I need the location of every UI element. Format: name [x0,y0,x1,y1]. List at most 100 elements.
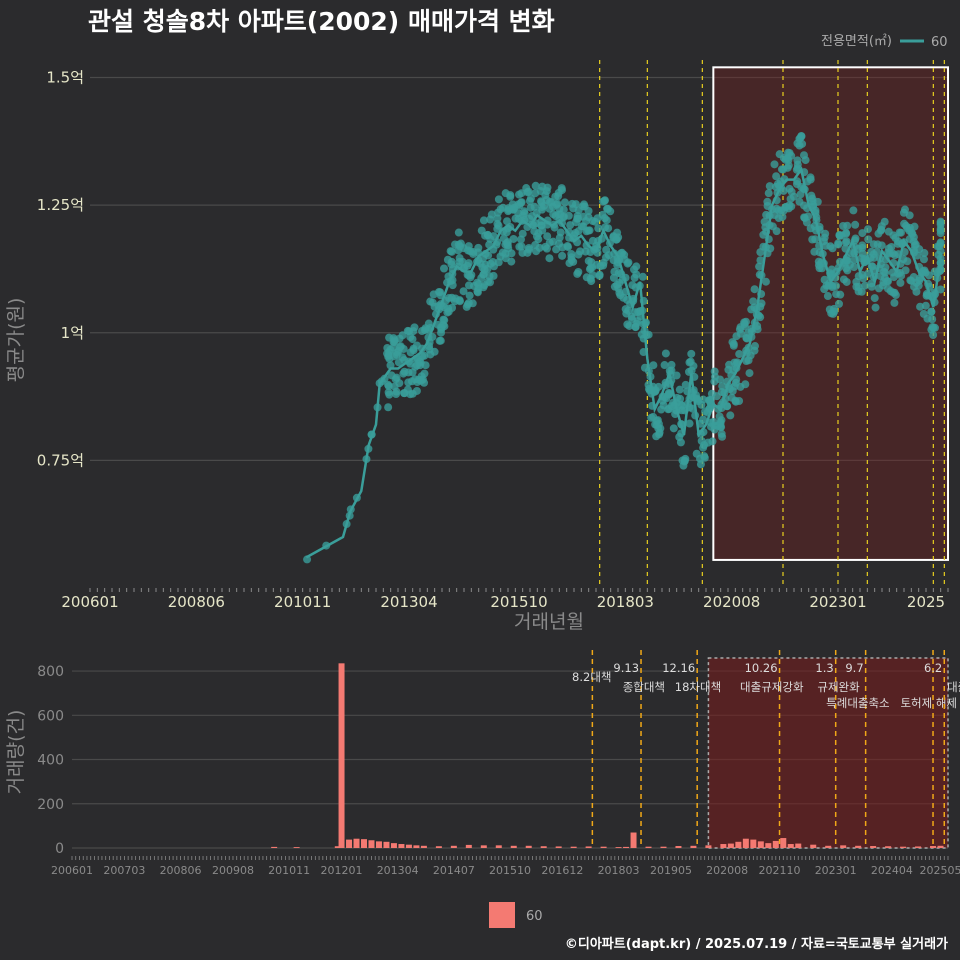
price-data-point [585,265,594,274]
volume-bar [690,845,697,848]
price-data-point [766,244,775,253]
price-data-point [813,197,822,206]
price-data-point [936,285,945,294]
volume-bar [742,838,749,848]
price-data-point [537,221,546,230]
price-data-point [484,251,493,260]
volume-bar [675,846,682,848]
volume-legend-key [489,902,515,928]
volume-bar [720,844,727,848]
price-y-axis-title: 평균가(원) [5,298,27,383]
volume-bar [271,846,278,848]
price-data-point [869,253,878,262]
price-data-point [910,222,919,231]
volume-bar [368,840,375,848]
price-data-point [785,184,794,193]
volume-bar [900,846,907,848]
price-data-point [623,259,632,268]
price-data-point [504,207,513,216]
price-data-point [787,202,796,211]
price-data-point [408,335,417,344]
price-data-point [602,216,611,225]
price-data-point [498,248,507,257]
price-data-point [614,233,623,242]
price-data-point [542,244,551,253]
price-data-point [834,240,843,249]
price-data-point [783,148,792,157]
price-data-point [821,229,830,238]
volume-bar [338,663,345,848]
volume-bar [855,845,862,848]
price-data-point [494,195,503,204]
price-data-point [672,371,681,380]
volume-bar [772,840,779,848]
price-data-point [842,277,851,286]
volume-bar [361,839,367,848]
volume-bar [540,846,547,848]
price-data-point [395,379,404,388]
volume-bar [390,843,397,848]
volume-bar [727,843,734,848]
price-data-point [718,382,727,391]
price-data-point [735,350,744,359]
volume-x-tick-label: 201905 [650,864,692,877]
price-data-point [800,214,809,223]
price-data-point [768,222,777,231]
price-data-point [783,163,792,172]
price-data-point [600,196,609,205]
price-data-point [806,175,815,184]
price-data-point [448,303,457,312]
price-data-point [745,369,754,378]
policy-name-label: 규제완화 [817,680,860,694]
price-data-point [801,156,810,165]
price-data-point [592,260,601,269]
volume-x-tick-label: 201612 [541,864,583,877]
price-data-point [552,245,561,254]
price-data-point [548,202,557,211]
price-data-point [858,229,867,238]
price-data-point [534,229,543,238]
price-data-point [479,216,488,225]
volume-bar [525,845,532,848]
price-data-point [857,287,866,296]
price-data-point [870,294,879,303]
price-data-point [871,303,880,312]
volume-bar [795,843,802,848]
price-data-point [489,262,498,271]
volume-x-tick-label: 200908 [212,864,254,877]
price-y-tick-label: 1.5억 [46,69,84,87]
volume-bar [435,846,442,848]
price-data-point [830,307,839,316]
price-x-tick-label: 201304 [380,593,437,611]
volume-bar [870,846,877,848]
price-x-tick-label: 200601 [61,593,118,611]
price-data-point [534,235,543,244]
price-data-point [564,211,573,220]
price-data-point [447,257,456,266]
volume-bar [495,845,502,848]
price-data-point [504,244,513,253]
price-data-point [662,394,671,403]
volume-x-tick-label: 201803 [598,864,640,877]
price-data-point [705,396,714,405]
price-data-point [625,321,634,330]
volume-bar [480,845,487,848]
price-x-tick-label: 2025 [907,593,945,611]
volume-bar [570,846,577,848]
price-data-point [896,278,905,287]
price-data-point [412,386,421,395]
price-data-point [924,271,933,280]
price-data-point [689,362,698,371]
price-data-point [526,203,535,212]
price-data-point [890,288,899,297]
price-data-point [896,228,905,237]
price-data-point [525,245,534,254]
price-data-point [876,226,885,235]
price-data-point [821,241,830,250]
volume-y-tick-label: 0 [55,841,64,857]
price-data-point [435,336,444,345]
price-data-point [858,243,867,252]
price-data-point [595,271,604,280]
price-data-point [410,323,419,332]
price-data-point [864,235,873,244]
